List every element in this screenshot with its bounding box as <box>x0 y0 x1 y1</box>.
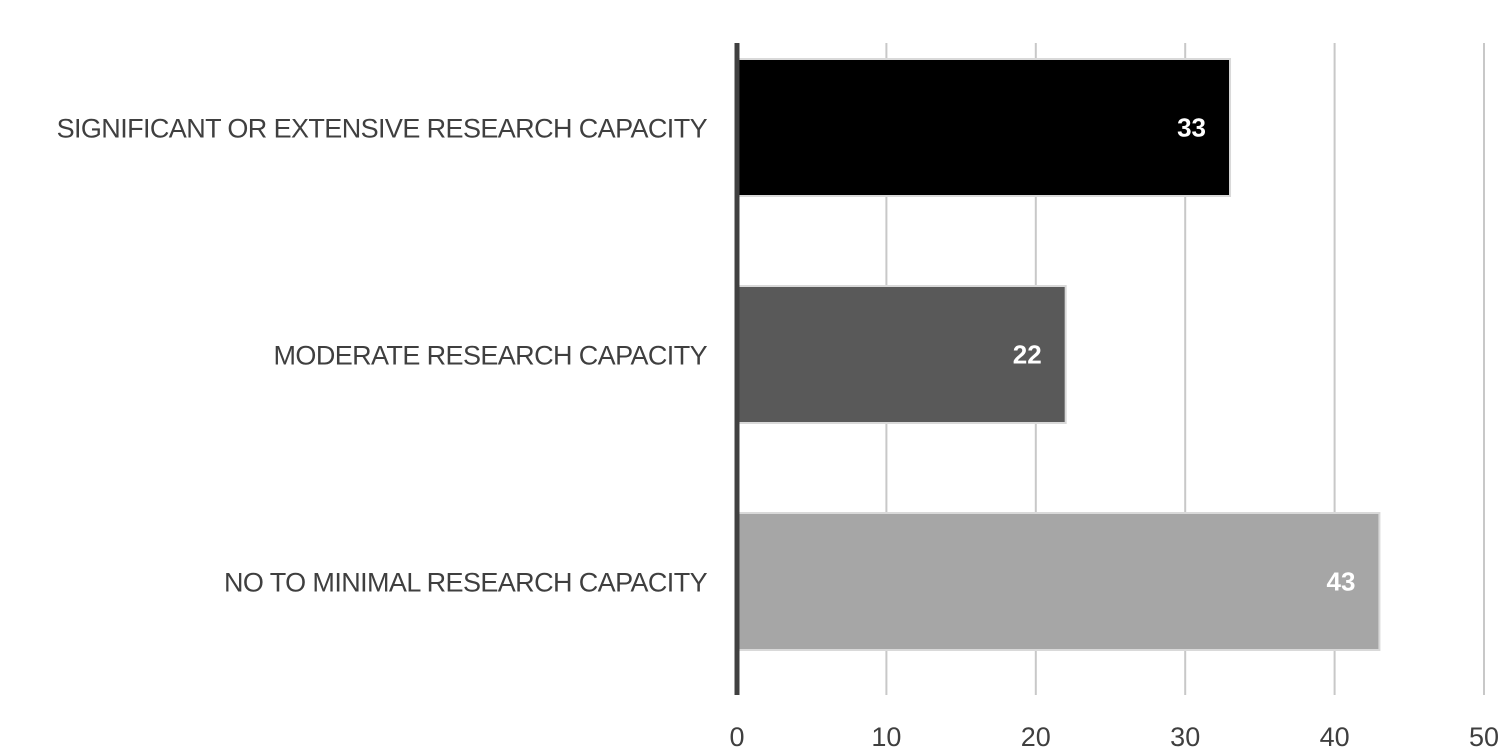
x-tick-labels: 0 10 20 30 40 50 <box>729 722 1499 752</box>
bar-3 <box>736 512 1381 651</box>
category-label-3: NO TO MINIMAL RESEARCH CAPACITY <box>224 568 708 598</box>
data-label-1: 33 <box>1177 113 1206 143</box>
data-label-2: 22 <box>1013 340 1042 370</box>
bar-1 <box>736 58 1232 197</box>
x-tick-label-20: 20 <box>1021 722 1051 752</box>
data-label-3: 43 <box>1326 567 1355 597</box>
x-tick-label-40: 40 <box>1320 722 1350 752</box>
x-tick-label-0: 0 <box>729 722 744 752</box>
bars <box>736 58 1381 651</box>
bar-2 <box>736 285 1067 424</box>
x-tick-label-10: 10 <box>871 722 901 752</box>
x-tick-label-30: 30 <box>1170 722 1200 752</box>
x-tick-label-50: 50 <box>1469 722 1499 752</box>
category-label-2: MODERATE RESEARCH CAPACITY <box>274 341 708 371</box>
data-labels: 33 22 43 <box>1013 113 1356 597</box>
category-labels: SIGNIFICANT OR EXTENSIVE RESEARCH CAPACI… <box>57 114 709 598</box>
category-label-1: SIGNIFICANT OR EXTENSIVE RESEARCH CAPACI… <box>57 114 708 144</box>
